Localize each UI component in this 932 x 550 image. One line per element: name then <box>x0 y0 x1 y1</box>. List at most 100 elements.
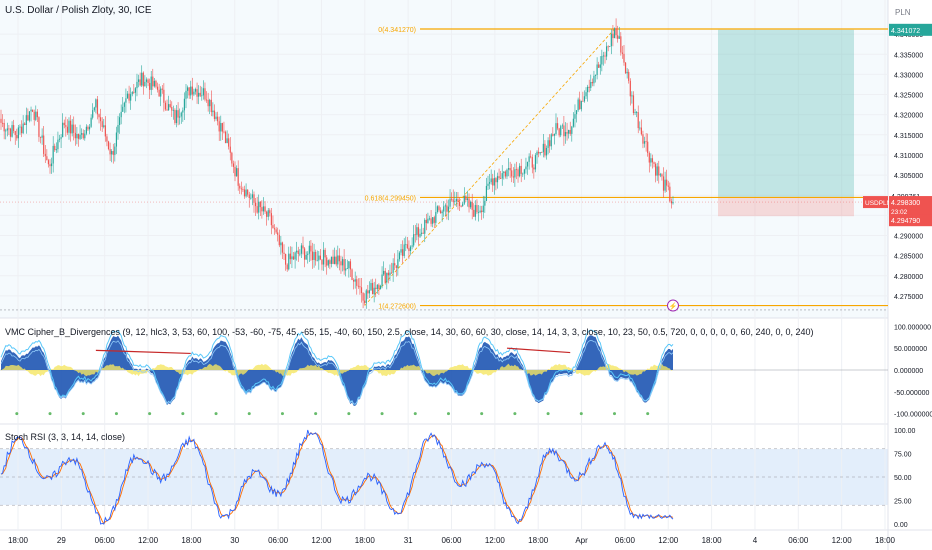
candle-body <box>180 112 182 117</box>
stoch-indicator-label[interactable]: Stoch RSI (3, 3, 14, 14, close) <box>5 432 126 442</box>
candle-body <box>617 35 619 39</box>
candle-body <box>533 167 535 170</box>
position-tool[interactable] <box>0 29 888 217</box>
price-tick-label: 4.315000 <box>894 133 923 140</box>
candle-body <box>118 117 121 126</box>
candle-body <box>63 122 65 126</box>
price-tick-label: 4.330000 <box>894 72 923 79</box>
candle-body <box>288 253 290 270</box>
candle-body <box>669 186 671 202</box>
candle-body <box>111 151 113 155</box>
candle-body <box>237 168 239 186</box>
candle-body <box>574 114 576 119</box>
candle-body <box>201 95 203 97</box>
position-stop-zone <box>718 197 854 217</box>
candle-body <box>93 107 95 111</box>
candle-body <box>549 140 551 147</box>
candle-body <box>386 272 388 283</box>
candle-body <box>85 126 87 134</box>
candle-body <box>46 156 48 161</box>
candle-body <box>213 110 216 119</box>
candle-body <box>98 114 100 118</box>
candle-body <box>417 227 420 237</box>
candle-body <box>308 245 310 254</box>
candle-body <box>394 263 396 266</box>
candle-body <box>601 56 603 65</box>
candle-body <box>482 205 484 213</box>
candle-body <box>277 232 279 235</box>
candle-body <box>52 145 54 164</box>
candle-body <box>462 203 464 207</box>
stoch-rsi-pane <box>0 429 888 525</box>
price-axis[interactable]: 4.3400004.3350004.3300004.3250004.320000… <box>894 32 932 529</box>
candle-body <box>258 201 260 213</box>
fibonacci-retracement[interactable]: 0(4.341270) 0.618(4.299450) 1(4.272600) ⚡ <box>0 27 888 312</box>
candle-body <box>626 71 628 74</box>
candle-body <box>270 213 272 226</box>
symbol-badge-bg <box>863 196 888 209</box>
vmc-signal-dot <box>247 412 251 416</box>
candle-body <box>193 91 195 95</box>
candle-body <box>109 149 111 155</box>
symbol-title[interactable]: U.S. Dollar / Polish Zloty, 30, ICE <box>5 5 152 16</box>
time-axis[interactable]: 18:00 29 06:00 12:00 18:00 30 06:00 12:00 18:00 3… <box>8 536 896 545</box>
price-tick-label: 4.305000 <box>894 173 923 180</box>
vmc-signal-dot <box>114 412 118 416</box>
candle-body <box>498 176 500 179</box>
candle-body <box>134 88 136 93</box>
candle-body <box>558 128 560 136</box>
candle-body <box>239 185 241 189</box>
candle-body <box>368 290 371 294</box>
vmc-indicator-label[interactable]: VMC Cipher_B_Divergences (9, 12, hlc3, 3… <box>5 327 814 337</box>
candle-body <box>553 134 556 136</box>
candle-body <box>9 128 12 137</box>
candle-body <box>563 125 565 137</box>
candle-body <box>338 255 340 262</box>
candle-body <box>300 245 303 254</box>
candle-body <box>629 80 631 97</box>
candle-body <box>182 110 184 113</box>
candle-body <box>443 206 445 212</box>
candle-body <box>155 80 157 87</box>
candle-body <box>555 123 557 135</box>
candle-body <box>571 126 573 134</box>
candle-body <box>20 126 23 134</box>
vmc-signal-dot <box>513 412 517 416</box>
candle-body <box>360 287 363 293</box>
candle-body <box>133 92 135 93</box>
candle-body <box>378 284 380 289</box>
candle-body <box>593 75 595 84</box>
time-tick-label: 12:00 <box>311 536 332 545</box>
candle-body <box>177 110 179 118</box>
candle-body <box>452 199 454 203</box>
currency-label[interactable]: PLN <box>895 8 911 17</box>
candle-body <box>539 152 541 154</box>
candle-body <box>88 126 91 130</box>
time-tick-label: 12:00 <box>832 536 853 545</box>
vmc-signal-dot <box>148 412 152 416</box>
candle-body <box>24 123 26 125</box>
candle-body <box>120 111 122 118</box>
candle-body <box>267 210 269 217</box>
candle-body <box>87 126 89 130</box>
candle-body <box>41 135 43 138</box>
candle-body <box>454 201 456 203</box>
candle-body <box>199 92 201 96</box>
candle-body <box>294 252 296 260</box>
candle-body <box>17 127 19 139</box>
candle-body <box>66 126 69 133</box>
candle-body <box>436 206 439 212</box>
candle-body <box>618 36 620 39</box>
price-tick-label: 4.275000 <box>894 294 923 301</box>
candle-body <box>666 179 668 186</box>
candle-body <box>575 110 578 115</box>
candle-body <box>262 206 265 212</box>
vmc-signal-dot <box>347 412 351 416</box>
candle-body <box>224 131 227 144</box>
candle-body <box>624 62 627 74</box>
candle-body <box>664 179 666 191</box>
candle-body <box>16 135 18 139</box>
candle-body <box>126 93 129 99</box>
candle-body <box>610 33 612 47</box>
